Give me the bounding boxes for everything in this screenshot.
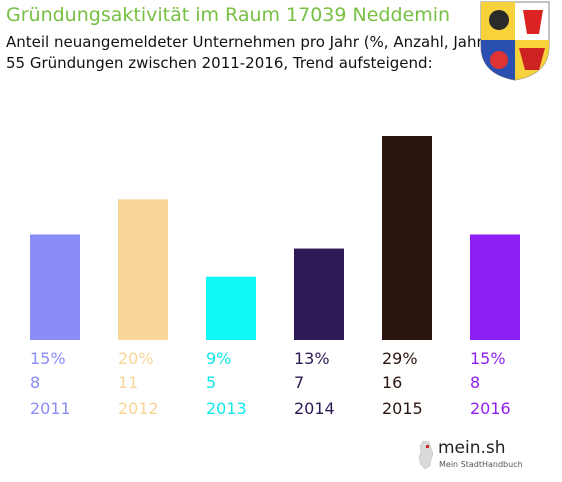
count-label-2016: 8 <box>470 373 480 392</box>
year-label-2013: 2013 <box>206 399 247 418</box>
percent-label-2015: 29% <box>382 349 418 368</box>
bar-2015 <box>382 136 432 340</box>
germany-map-icon <box>418 440 434 470</box>
bar-2012 <box>118 199 168 340</box>
bar-2016 <box>470 234 520 340</box>
brand-name: mein.sh <box>438 438 506 458</box>
percent-label-2014: 13% <box>294 349 330 368</box>
count-label-2015: 16 <box>382 373 402 392</box>
bar-2013 <box>206 276 256 340</box>
bar-2014 <box>294 248 344 340</box>
year-label-2015: 2015 <box>382 399 423 418</box>
year-label-2011: 2011 <box>30 399 71 418</box>
percent-label-2013: 9% <box>206 349 231 368</box>
percent-label-2016: 15% <box>470 349 506 368</box>
year-label-2012: 2012 <box>118 399 159 418</box>
bar-2011 <box>30 234 80 340</box>
year-label-2014: 2014 <box>294 399 335 418</box>
percent-label-2012: 20% <box>118 349 154 368</box>
count-label-2014: 7 <box>294 373 304 392</box>
count-label-2013: 5 <box>206 373 216 392</box>
chart-subtitle-line1: Anteil neuangemeldeter Unternehmen pro J… <box>6 33 489 51</box>
percent-label-2011: 15% <box>30 349 66 368</box>
chart-title: Gründungsaktivität im Raum 17039 Neddemi… <box>6 4 451 26</box>
coat-of-arms-icon <box>480 1 550 81</box>
count-label-2011: 8 <box>30 373 40 392</box>
year-label-2016: 2016 <box>470 399 511 418</box>
count-label-2012: 11 <box>118 373 138 392</box>
brand-tagline: Mein StadtHandbuch <box>439 460 523 469</box>
brand-logo: mein.sh Mein StadtHandbuch <box>418 438 530 474</box>
chart-subtitle-line2: 55 Gründungen zwischen 2011-2016, Trend … <box>6 54 433 72</box>
